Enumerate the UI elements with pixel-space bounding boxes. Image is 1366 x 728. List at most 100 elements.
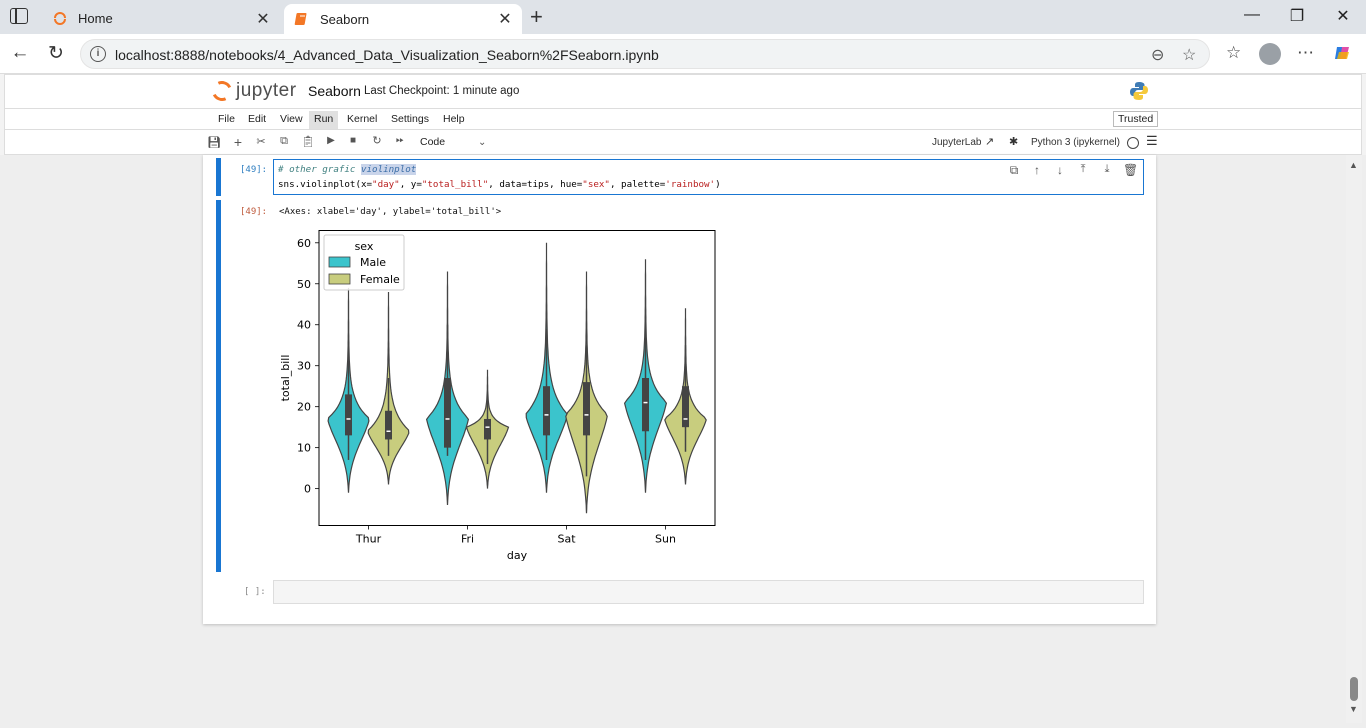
legend-label-male: Male bbox=[360, 256, 386, 269]
menu-help[interactable]: Help bbox=[443, 113, 465, 125]
output-collapse-bar[interactable] bbox=[216, 200, 221, 572]
delete-cell-icon[interactable]: 🗑︎ bbox=[1123, 163, 1139, 177]
code-token: , y= bbox=[399, 179, 422, 190]
scroll-down-icon[interactable]: ▼ bbox=[1349, 704, 1358, 714]
y-tick-label: 20 bbox=[297, 401, 311, 414]
menu-edit[interactable]: Edit bbox=[248, 113, 267, 125]
violin-iqr-box bbox=[385, 410, 392, 440]
zoom-icon[interactable]: ⊖ bbox=[1151, 47, 1165, 64]
x-tick-label: Sat bbox=[557, 533, 576, 546]
duplicate-cell-icon[interactable]: ⧉ bbox=[1009, 163, 1019, 177]
jupyter-ring-icon bbox=[209, 78, 235, 104]
code-line-1[interactable]: # other grafic violinplot bbox=[278, 164, 417, 175]
cell-type-select[interactable]: Code bbox=[420, 136, 446, 148]
tab-seaborn-label: Seaborn bbox=[320, 11, 370, 27]
output-prompt: [49]: bbox=[240, 207, 268, 217]
back-icon[interactable]: ← bbox=[10, 42, 30, 63]
code-string: "total_bill" bbox=[421, 179, 489, 190]
y-tick-label: 40 bbox=[297, 319, 311, 332]
jupyter-header bbox=[4, 74, 1362, 109]
legend: sex Male Female bbox=[323, 234, 405, 291]
insert-cell-icon[interactable]: + bbox=[233, 134, 243, 150]
minimize-button[interactable]: — bbox=[1244, 6, 1260, 23]
favorite-star-icon[interactable]: ☆ bbox=[1182, 47, 1197, 64]
cut-icon[interactable]: ✂ bbox=[256, 136, 266, 148]
site-info-icon[interactable]: i bbox=[90, 46, 106, 62]
jupyter-logo[interactable]: jupyter bbox=[209, 78, 297, 104]
x-tick-label: Sun bbox=[655, 533, 676, 546]
code-editor[interactable] bbox=[273, 159, 1144, 195]
legend-swatch-female bbox=[328, 273, 351, 285]
menu-run[interactable]: Run bbox=[309, 111, 339, 129]
insert-below-icon[interactable]: ⤓ bbox=[1104, 163, 1110, 175]
close-tab-icon[interactable]: ✕ bbox=[498, 11, 512, 28]
jupyterlab-link[interactable]: JupyterLab bbox=[932, 137, 982, 148]
x-tick-label: Thur bbox=[355, 533, 382, 546]
jupyter-favicon-icon bbox=[54, 12, 66, 25]
scrollbar-thumb[interactable] bbox=[1350, 677, 1358, 701]
y-tick-label: 10 bbox=[297, 442, 311, 455]
code-token: sns.violinplot(x= bbox=[278, 179, 373, 190]
stop-icon[interactable]: ■ bbox=[349, 135, 357, 146]
x-tick-label: Fri bbox=[461, 533, 474, 546]
tab-seaborn[interactable]: Seaborn ✕ bbox=[284, 4, 522, 34]
restart-kernel-icon[interactable]: ↻ bbox=[372, 135, 382, 147]
external-link-icon: ↗ bbox=[985, 136, 995, 148]
python-logo-icon bbox=[1130, 82, 1148, 100]
fast-forward-icon[interactable]: ⏩︎ bbox=[396, 135, 404, 146]
menu-icon[interactable]: ☰ bbox=[1146, 133, 1158, 148]
close-tab-icon[interactable]: ✕ bbox=[256, 11, 270, 28]
code-line-2[interactable]: sns.violinplot(x="day", y="total_bill", … bbox=[278, 179, 721, 190]
tab-actions-icon[interactable] bbox=[10, 8, 28, 24]
empty-cell-prompt: [ ]: bbox=[244, 587, 266, 597]
insert-above-icon[interactable]: ⤒ bbox=[1080, 163, 1086, 175]
y-tick-label: 0 bbox=[304, 483, 311, 496]
violin-chart: 0 10 20 30 40 50 60 Thur Fri Sat Sun total_bill da… bbox=[279, 230, 716, 562]
cell-active-bar[interactable] bbox=[216, 158, 221, 196]
menu-file[interactable]: File bbox=[218, 113, 235, 125]
profile-avatar[interactable] bbox=[1259, 43, 1281, 65]
notebook-scrollbar[interactable] bbox=[1346, 155, 1362, 723]
debugger-icon[interactable]: ✱ bbox=[1009, 136, 1019, 148]
url-text[interactable]: localhost:8888/notebooks/4_Advanced_Data… bbox=[115, 47, 659, 63]
y-axis-label: total_bill bbox=[279, 355, 292, 402]
menu-view[interactable]: View bbox=[280, 113, 303, 125]
x-axis-label: day bbox=[507, 549, 528, 562]
reload-icon[interactable]: ↻ bbox=[48, 43, 64, 64]
kernel-status-icon bbox=[1127, 137, 1139, 149]
notebook-favicon-icon bbox=[294, 13, 307, 25]
favorites-icon[interactable]: ☆ bbox=[1226, 43, 1242, 62]
move-down-icon[interactable]: ↓ bbox=[1057, 163, 1063, 177]
menu-kernel[interactable]: Kernel bbox=[347, 113, 378, 125]
kernel-name[interactable]: Python 3 (ipykernel) bbox=[1031, 137, 1120, 148]
menu-settings[interactable]: Settings bbox=[391, 113, 429, 125]
empty-code-cell[interactable] bbox=[273, 580, 1144, 604]
url-bar[interactable]: i localhost:8888/notebooks/4_Advanced_Da… bbox=[80, 39, 1210, 69]
code-string: 'rainbow' bbox=[665, 179, 716, 190]
y-tick-label: 60 bbox=[297, 237, 311, 250]
tab-home[interactable]: Home ✕ bbox=[42, 4, 280, 32]
copilot-icon[interactable] bbox=[1333, 43, 1353, 63]
run-icon[interactable]: ▶ bbox=[327, 135, 335, 146]
y-tick-label: 30 bbox=[297, 360, 311, 373]
new-tab-button[interactable]: + bbox=[530, 4, 543, 29]
code-token: , palette= bbox=[609, 179, 666, 190]
close-window-button[interactable]: ✕ bbox=[1336, 8, 1350, 25]
jupyter-logo-text: jupyter bbox=[236, 80, 297, 101]
notebook-title[interactable]: Seaborn bbox=[308, 83, 361, 99]
copy-icon[interactable]: ⧉ bbox=[280, 135, 288, 147]
scroll-up-icon[interactable]: ▲ bbox=[1349, 160, 1358, 170]
move-up-icon[interactable]: ↑ bbox=[1034, 163, 1040, 177]
more-menu-icon[interactable]: ⋯ bbox=[1297, 43, 1314, 62]
violin-iqr-box bbox=[444, 378, 451, 448]
paste-icon[interactable]: 📋︎ bbox=[301, 136, 315, 148]
code-comment: # other grafic bbox=[278, 164, 361, 175]
chevron-down-icon[interactable]: ⌄ bbox=[478, 137, 487, 148]
output-text: <Axes: xlabel='day', ylabel='total_bill'… bbox=[279, 207, 502, 217]
restore-button[interactable]: ❐ bbox=[1289, 8, 1305, 25]
violin-iqr-box bbox=[543, 386, 550, 436]
trusted-indicator[interactable]: Trusted bbox=[1113, 111, 1159, 127]
y-tick-label: 50 bbox=[297, 278, 311, 291]
input-prompt: [49]: bbox=[240, 165, 268, 175]
save-icon[interactable]: 💾︎ bbox=[207, 137, 221, 149]
